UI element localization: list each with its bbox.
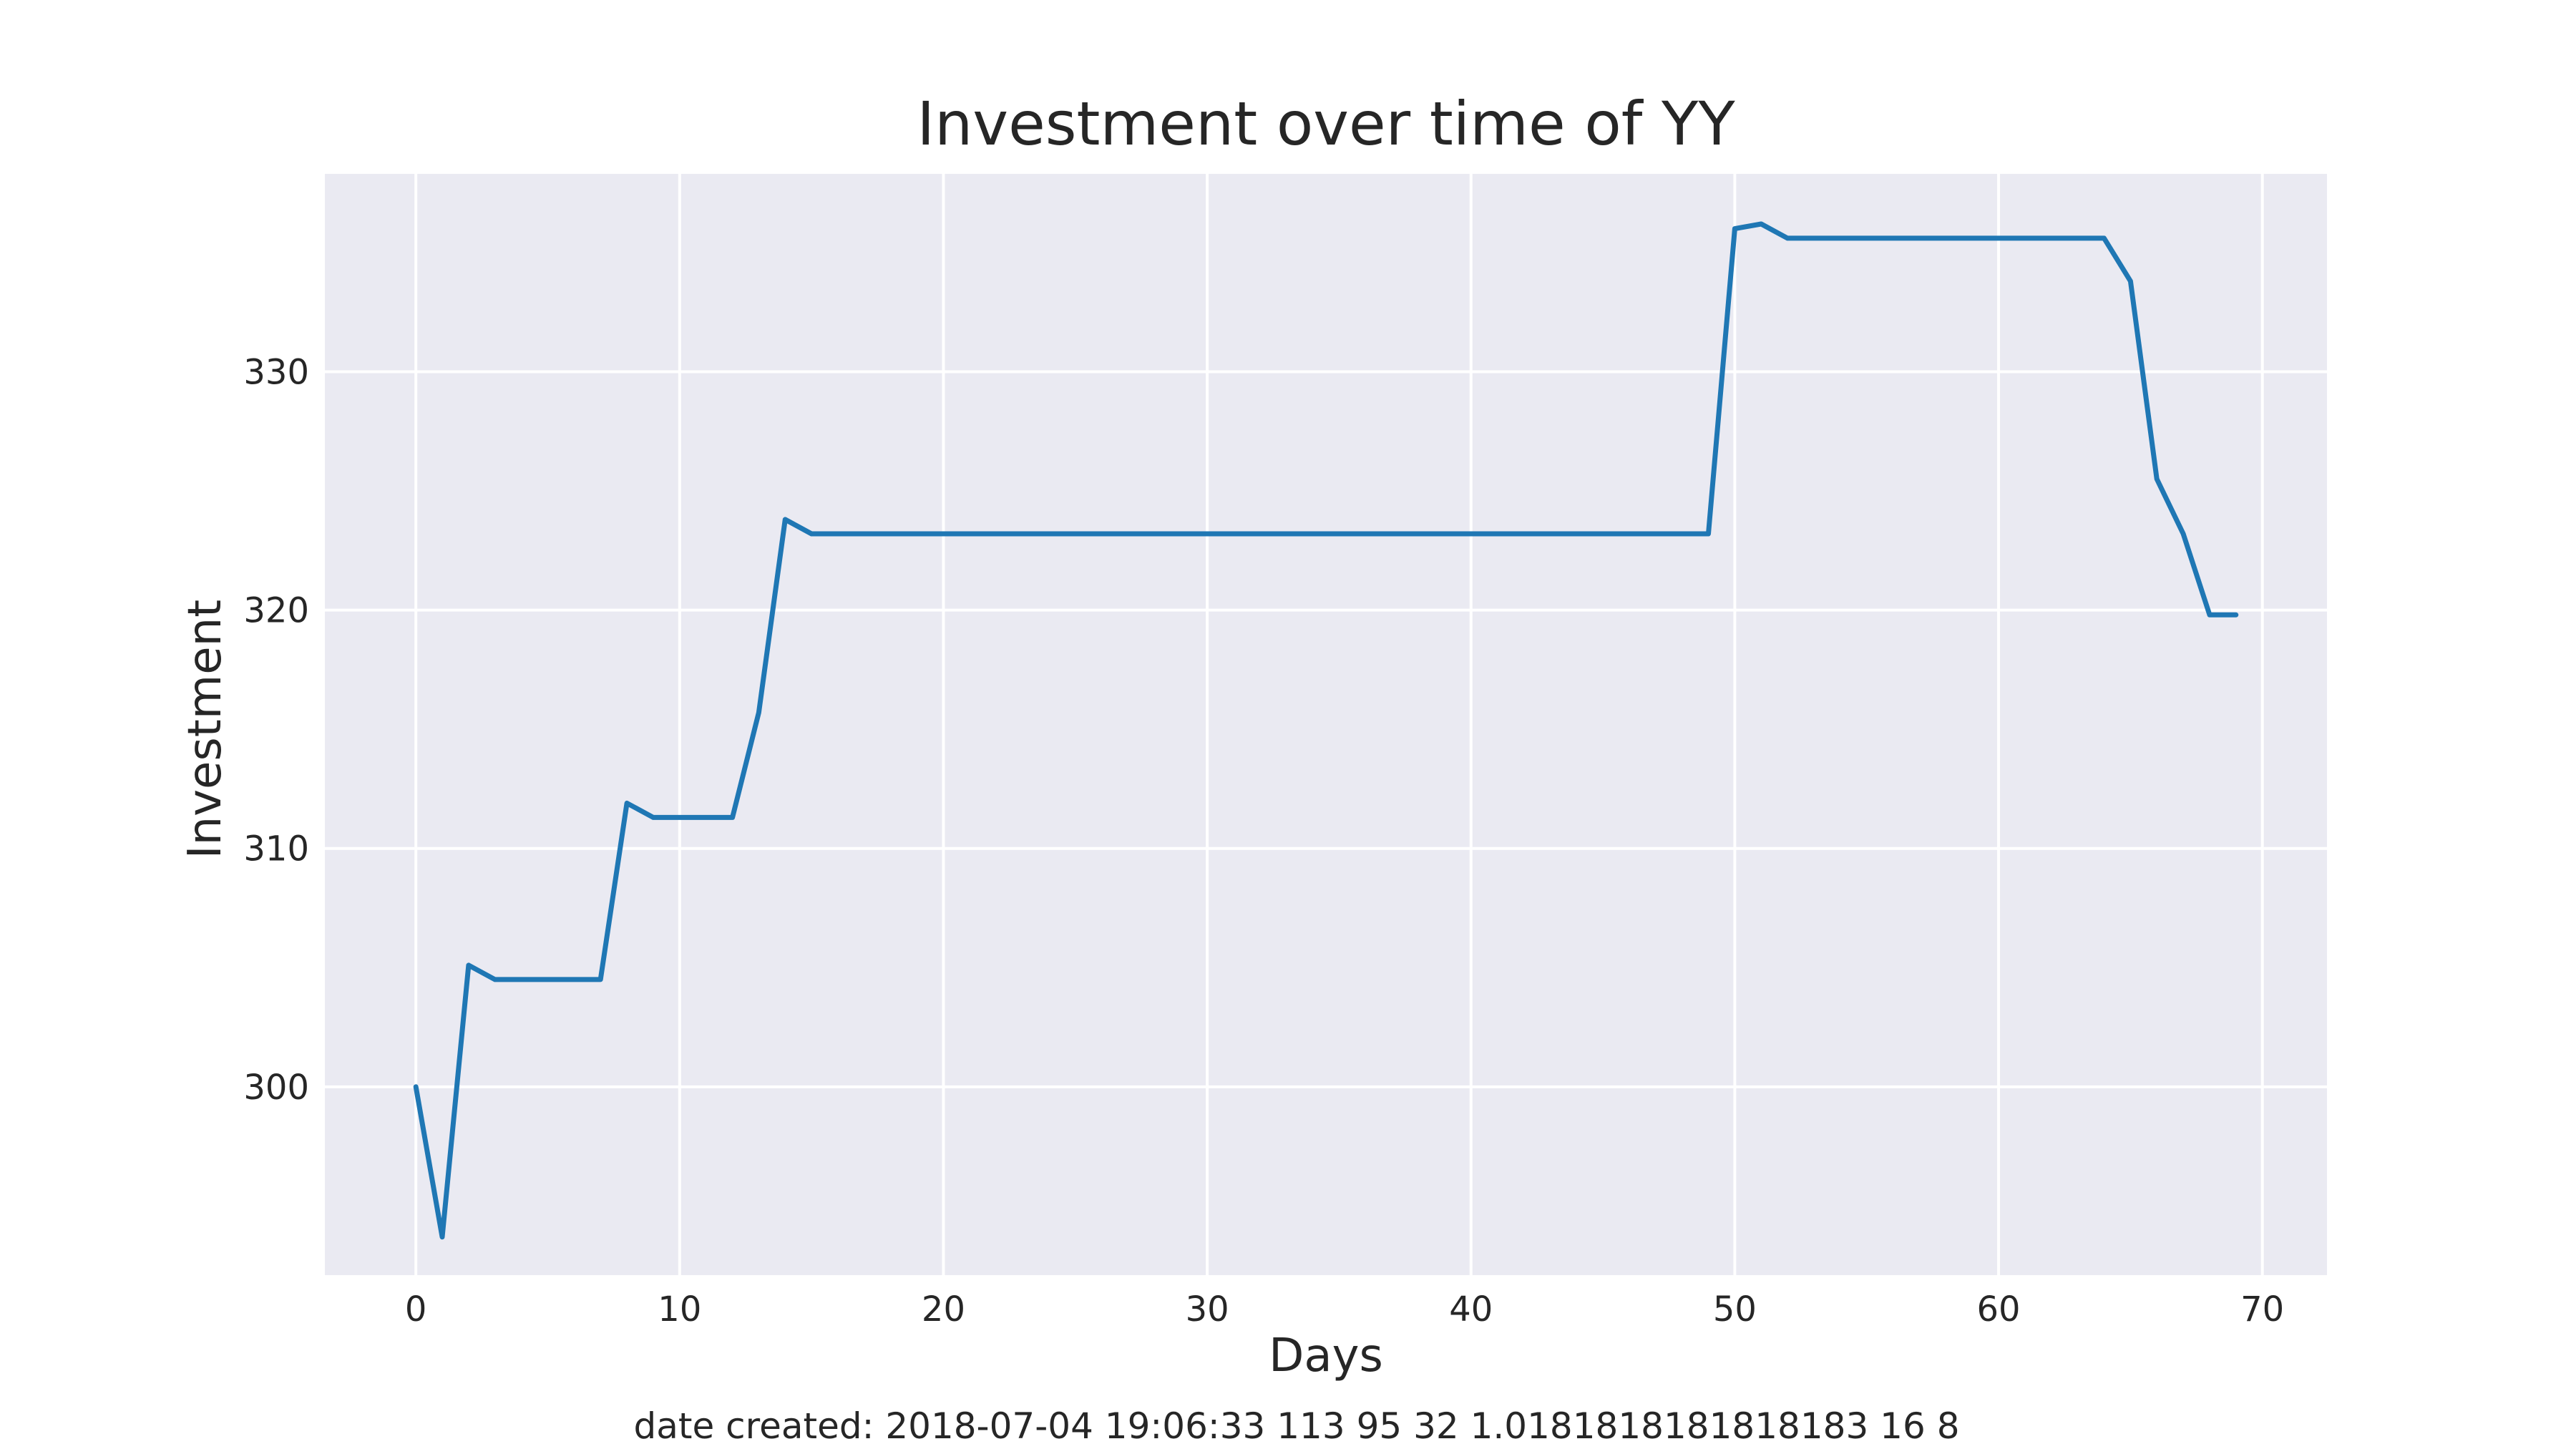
data-point — [653, 817, 654, 818]
data-point — [758, 712, 759, 713]
data-point — [2130, 280, 2131, 281]
data-point — [1550, 534, 1551, 535]
data-point — [1523, 534, 1524, 535]
data-point — [1418, 534, 1419, 535]
data-point — [732, 817, 733, 818]
data-point — [494, 979, 495, 980]
x-axis-label: Days — [1269, 1330, 1383, 1382]
x-tick-label: 40 — [1449, 1289, 1493, 1330]
data-point — [627, 803, 628, 804]
horizontal-gridlines — [325, 370, 2327, 1088]
x-tick-label: 30 — [1186, 1289, 1229, 1330]
data-point — [890, 534, 891, 535]
footer-date-created: date created: 2018-07-04 19:06:33 113 95… — [633, 1405, 1959, 1447]
data-point — [547, 979, 548, 980]
y-axis-tick-labels: 300 310 320 330 — [243, 352, 309, 1107]
data-point — [811, 534, 812, 535]
data-point — [600, 979, 601, 980]
data-point — [1101, 534, 1102, 535]
chart-title: Investment over time of YY — [917, 89, 1735, 159]
investment-series-line — [413, 221, 2239, 1240]
x-tick-label: 60 — [1977, 1289, 2021, 1330]
data-point — [574, 979, 575, 980]
data-point — [1339, 534, 1340, 535]
data-point — [2183, 534, 2184, 535]
data-point — [838, 534, 839, 535]
plot-area — [325, 174, 2327, 1275]
y-tick-label: 310 — [243, 829, 309, 869]
x-tick-label: 0 — [405, 1289, 427, 1330]
data-point — [521, 979, 522, 980]
data-point — [943, 534, 944, 535]
data-point — [1365, 534, 1366, 535]
data-point — [996, 534, 997, 535]
data-point — [679, 817, 680, 818]
data-point — [1497, 534, 1498, 535]
x-tick-label: 10 — [658, 1289, 701, 1330]
data-point — [1603, 534, 1604, 535]
data-point — [1259, 534, 1260, 535]
data-point — [1207, 534, 1208, 535]
data-point — [1154, 534, 1155, 535]
y-tick-label: 320 — [243, 591, 309, 631]
data-point — [1286, 534, 1287, 535]
x-tick-label: 50 — [1713, 1289, 1757, 1330]
y-tick-label: 300 — [243, 1068, 309, 1108]
x-tick-label: 20 — [922, 1289, 965, 1330]
data-point — [1761, 224, 1762, 225]
y-axis-label: Investment — [179, 600, 232, 859]
data-point — [1470, 534, 1471, 535]
x-tick-label: 70 — [2240, 1289, 2284, 1330]
vertical-gridlines — [414, 174, 2264, 1275]
data-point — [1576, 534, 1577, 535]
y-tick-label: 330 — [243, 352, 309, 392]
data-point — [1655, 534, 1656, 535]
data-point — [1444, 534, 1445, 535]
data-point — [1048, 534, 1049, 535]
data-point — [1312, 534, 1313, 535]
data-point — [1708, 534, 1709, 535]
data-point — [785, 519, 786, 520]
x-axis-tick-labels: 0 10 20 30 40 50 60 70 — [405, 1289, 2284, 1330]
data-point — [442, 1236, 443, 1237]
